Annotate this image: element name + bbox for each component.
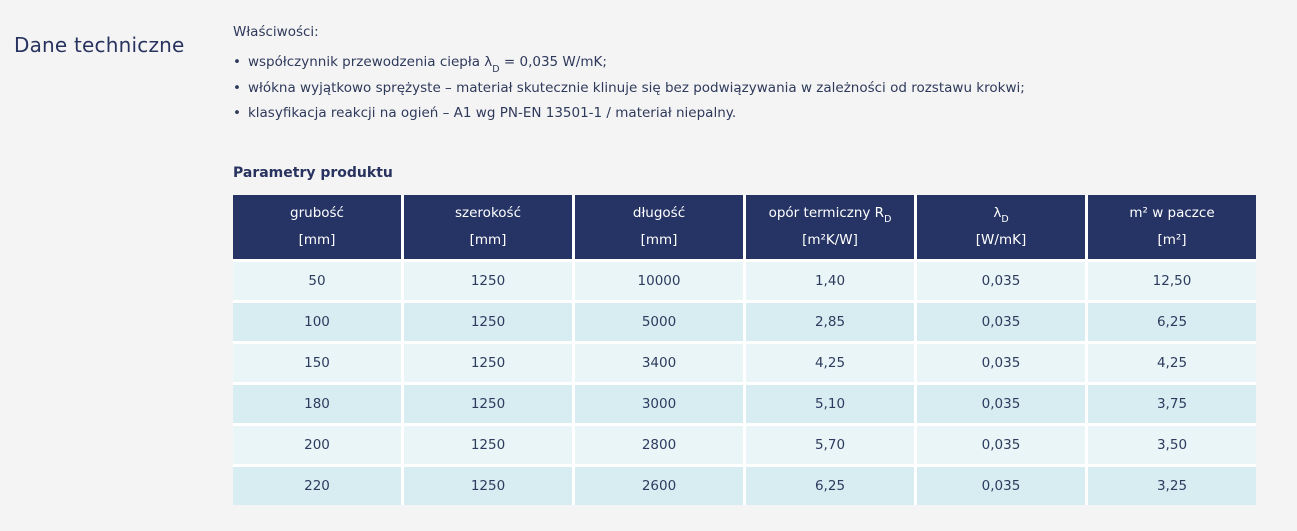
header-cell-grubosc: grubość [mm] [233,194,401,259]
list-item: • klasyfikacja reakcji na ogień – A1 wg P… [233,101,1257,127]
table-cell: 0,035 [917,466,1085,505]
table-title: Parametry produktu [233,164,393,181]
page-title: Dane techniczne [14,33,185,58]
table-cell: 220 [233,466,401,505]
column-unit: [mm] [640,231,678,248]
table-cell: 50 [233,261,401,300]
table-cell: 1250 [404,261,572,300]
table-cell: 1250 [404,302,572,341]
bullet-text: = 0,035 W/mK; [499,54,607,70]
table-cell: 2800 [575,425,743,464]
table-cell: 12,50 [1088,261,1256,300]
table-cell: 5000 [575,302,743,341]
table-cell: 5,10 [746,384,914,423]
table-cell: 1250 [404,384,572,423]
table-cell: 1,40 [746,261,914,300]
table-cell: 6,25 [746,466,914,505]
table-cell: 4,25 [746,343,914,382]
column-label: szerokość [455,204,521,221]
table-cell: 1250 [404,343,572,382]
table-cell: 3400 [575,343,743,382]
list-item: • włókna wyjątkowo sprężyste – materiał s… [233,76,1257,102]
header-cell-lambda: λD [W/mK] [917,194,1085,259]
column-label: m² w paczce [1129,204,1215,221]
table-cell: 3,25 [1088,466,1256,505]
header-cell-dlugosc: długość [mm] [575,194,743,259]
header-cell-opor-termiczny: opór termiczny RD [m²K/W] [746,194,914,259]
bullet-text: klasyfikacja reakcji na ogień – A1 wg PN… [247,105,737,121]
table-cell: 6,25 [1088,302,1256,341]
column-unit: [W/mK] [975,231,1027,248]
bullet-text: współczynnik przewodzenia ciepła λ [247,54,493,70]
table-cell: 3,50 [1088,425,1256,464]
column-unit: [m²K/W] [802,231,858,248]
table-cell: 4,25 [1088,343,1256,382]
table-cell: 0,035 [917,425,1085,464]
column-label: λD [993,204,1009,226]
header-cell-szerokosc: szerokość [mm] [404,194,572,259]
product-parameters-table: grubość [mm] szerokość [mm] długość [mm]… [233,194,1256,505]
bullet-icon: • [233,54,241,70]
column-label: grubość [290,204,344,221]
properties-heading: Właściwości: [233,24,319,40]
table-cell: 200 [233,425,401,464]
table-cell: 5,70 [746,425,914,464]
table-cell: 100 [233,302,401,341]
column-label: opór termiczny RD [768,204,892,226]
bullet-text-subscript: D [492,63,500,75]
table-cell: 1250 [404,466,572,505]
table-cell: 0,035 [917,343,1085,382]
technical-data-content: Właściwości: • współczynnik przewodzenia … [233,24,1257,505]
table-cell: 180 [233,384,401,423]
properties-bullet-list: • współczynnik przewodzenia ciepła λD = 0… [233,50,1257,127]
table-cell: 0,035 [917,261,1085,300]
table-cell: 3,75 [1088,384,1256,423]
header-cell-m2-w-paczce: m² w paczce [m²] [1088,194,1256,259]
column-unit: [mm] [298,231,336,248]
bullet-icon: • [233,105,241,121]
column-label: długość [632,204,686,221]
table-cell: 1250 [404,425,572,464]
table-cell: 2600 [575,466,743,505]
table-cell: 3000 [575,384,743,423]
bullet-icon: • [233,79,241,96]
bullet-text: włókna wyjątkowo sprężyste – materiał sk… [247,79,1025,96]
column-unit: [m²] [1157,231,1187,248]
table-cell: 10000 [575,261,743,300]
table-cell: 150 [233,343,401,382]
table-cell: 2,85 [746,302,914,341]
table-cell: 0,035 [917,302,1085,341]
table-cell: 0,035 [917,384,1085,423]
list-item: • współczynnik przewodzenia ciepła λD = 0… [233,50,1257,76]
column-unit: [mm] [469,231,507,248]
